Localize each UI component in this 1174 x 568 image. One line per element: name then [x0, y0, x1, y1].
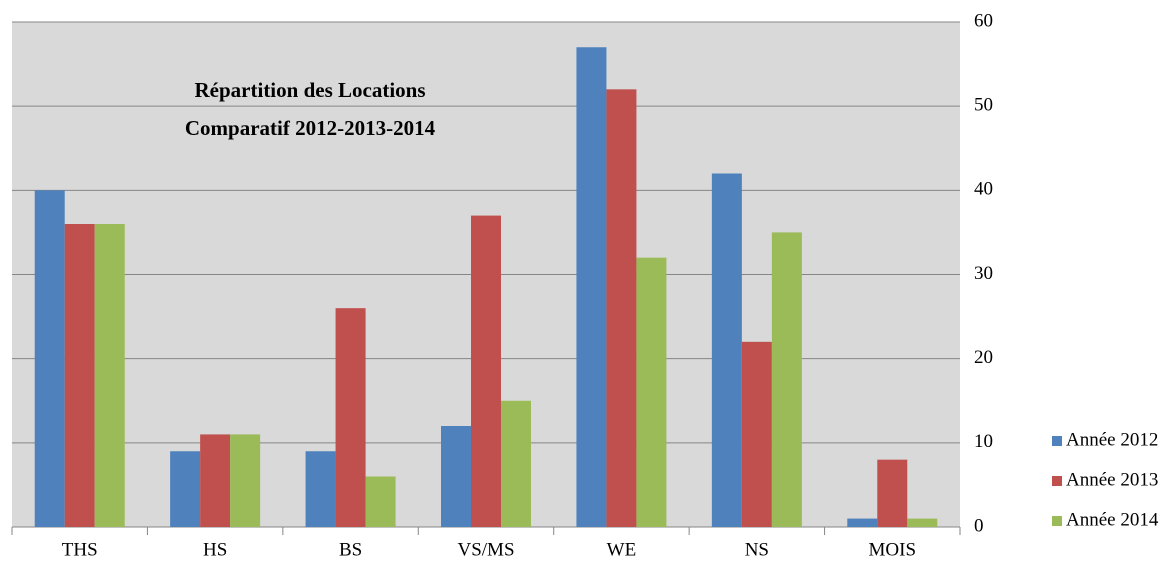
bar — [305, 451, 336, 527]
bar — [636, 257, 667, 527]
x-tick-label: MOIS — [869, 539, 917, 560]
x-tick-label: HS — [203, 539, 227, 560]
x-tick-label: BS — [339, 539, 362, 560]
y-tick-label: 0 — [974, 515, 984, 536]
x-tick-label: NS — [745, 539, 769, 560]
y-tick-label: 30 — [974, 263, 993, 284]
y-tick-label: 10 — [974, 431, 993, 452]
bar — [576, 47, 607, 527]
bar — [711, 173, 742, 527]
bar — [94, 224, 125, 527]
bar — [200, 434, 231, 527]
bar — [847, 518, 878, 527]
legend-swatch — [1052, 436, 1062, 446]
bar — [471, 215, 501, 528]
bar — [501, 400, 531, 527]
legend-label: Année 2013 — [1066, 469, 1158, 490]
bar — [877, 459, 908, 527]
x-tick-label: WE — [607, 539, 637, 560]
bar — [64, 224, 95, 527]
legend-label: Année 2012 — [1066, 429, 1158, 450]
legend-swatch — [1052, 516, 1062, 526]
legend-swatch — [1052, 476, 1062, 486]
chart-subtitle: Comparatif 2012-2013-2014 — [185, 116, 436, 140]
bar — [335, 308, 366, 527]
bar — [606, 89, 637, 527]
bar — [441, 426, 471, 527]
legend-label: Année 2014 — [1066, 509, 1159, 530]
y-tick-label: 20 — [974, 347, 993, 368]
bar — [230, 434, 261, 527]
y-tick-label: 40 — [974, 179, 993, 200]
chart-title: Répartition des Locations — [195, 78, 426, 102]
x-tick-label: VS/MS — [457, 539, 514, 560]
bar — [170, 451, 201, 527]
bar — [907, 518, 938, 527]
x-tick-label: THS — [62, 539, 98, 560]
bar — [741, 341, 772, 527]
bar — [365, 476, 396, 527]
bar — [34, 190, 65, 528]
y-tick-label: 50 — [974, 95, 993, 116]
bar — [771, 232, 802, 527]
y-tick-label: 60 — [974, 10, 993, 31]
